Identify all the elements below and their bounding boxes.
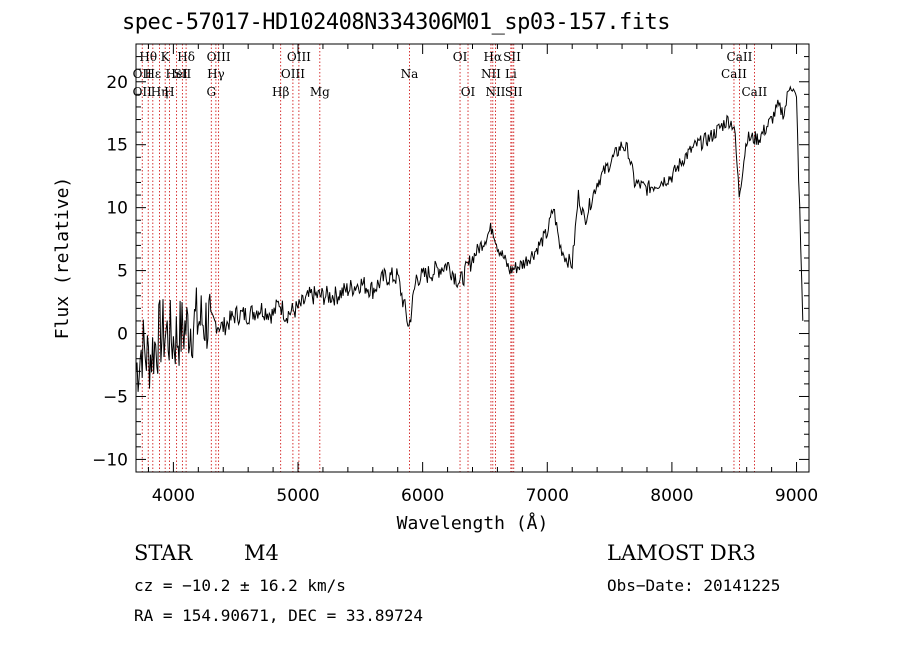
line-label-17: Na	[401, 67, 419, 81]
line-label-22: NII	[485, 85, 505, 99]
line-label-5: K	[161, 50, 171, 64]
y-axis-title: Flux (relative)	[52, 177, 73, 340]
line-label-21: Hα	[484, 50, 503, 64]
spectrum-line	[135, 85, 804, 392]
y-tick-label-0: −10	[92, 450, 128, 470]
x-tick-label-2: 6000	[401, 486, 444, 506]
emission-line-markers	[141, 44, 755, 472]
y-tick-label-6: 20	[106, 73, 128, 93]
line-label-3: Hε	[144, 67, 161, 81]
line-label-20: NII	[481, 67, 501, 81]
line-label-18: OI	[453, 50, 468, 64]
line-label-7: HeI	[165, 67, 188, 81]
line-label-26: CaII	[721, 67, 747, 81]
spectrum-series	[135, 85, 804, 392]
line-label-13: Hβ	[272, 85, 289, 99]
line-label-9: Hδ	[177, 50, 195, 64]
line-label-4: Hη	[151, 85, 169, 99]
y-tick-label-1: −5	[103, 387, 128, 407]
line-label-27: CaII	[727, 50, 753, 64]
line-label-1: OII	[133, 85, 153, 99]
y-tick-label-4: 10	[106, 199, 128, 219]
line-label-23: Li	[505, 67, 517, 81]
object-class: STAR	[134, 541, 193, 565]
line-label-2: Hθ	[139, 50, 157, 64]
x-tick-label-1: 5000	[276, 486, 319, 506]
line-label-28: CaII	[741, 85, 767, 99]
line-label-8: SII	[174, 67, 192, 81]
x-tick-label-4: 8000	[650, 486, 693, 506]
x-tick-label-5: 9000	[775, 486, 818, 506]
y-tick-label-3: 5	[117, 262, 128, 282]
obs-date: Obs−Date: 20141225	[607, 576, 781, 595]
line-label-15: OIII	[287, 50, 311, 64]
line-label-19: OI	[461, 85, 476, 99]
line-label-14: OIII	[281, 67, 305, 81]
line-label-16: Mg	[310, 85, 330, 99]
x-tick-label-3: 7000	[526, 486, 569, 506]
coordinates: RA = 154.90671, DEC = 33.89724	[134, 606, 423, 625]
x-axis-title: Wavelength (Å)	[397, 512, 549, 534]
line-label-6: H	[164, 85, 174, 99]
line-labels: OIIOIIHθHεHηKHHeISIIHδGHγOIIIHβOIIIOIIIM…	[133, 50, 768, 99]
axes: 4000 5000 6000 7000 8000 9000 −10 −5 0 5 10 15 20 Wav…	[52, 43, 818, 534]
line-label-12: OIII	[207, 50, 231, 64]
line-label-11: Hγ	[207, 67, 225, 81]
survey-name: LAMOST DR3	[607, 541, 756, 565]
line-label-24: SII	[503, 50, 521, 64]
line-label-0: OII	[133, 67, 153, 81]
subclass: M4	[244, 541, 279, 565]
x-tick-label-0: 4000	[152, 486, 195, 506]
redshift-value: cz = −10.2 ± 16.2 km/s	[134, 576, 346, 595]
line-label-10: G	[206, 85, 216, 99]
chart-title: spec-57017-HD102408N334306M01_sp03-157.f…	[122, 10, 671, 35]
y-tick-label-5: 15	[106, 136, 128, 156]
line-label-25: SII	[505, 85, 523, 99]
y-tick-label-2: 0	[117, 325, 128, 345]
